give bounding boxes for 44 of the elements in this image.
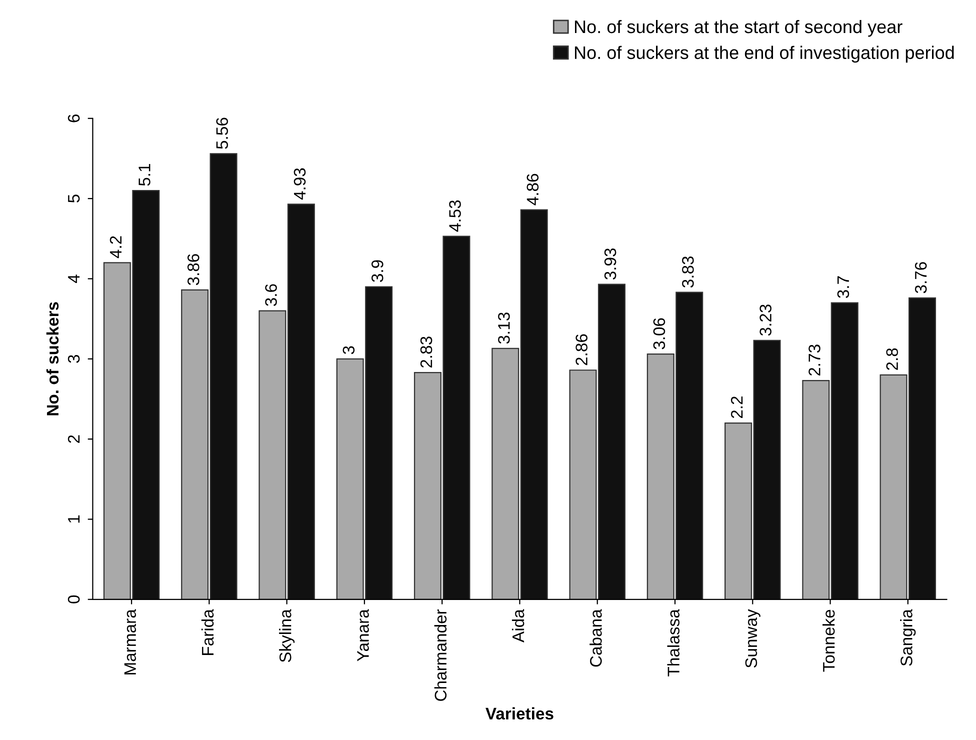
x-tick-label: Cabana <box>590 609 602 667</box>
data-label: 5.56 <box>216 118 228 149</box>
x-tick-label: Thalassa <box>667 609 680 676</box>
data-label: 3 <box>342 346 355 354</box>
data-label: 2.83 <box>420 336 432 368</box>
x-tick-label: Sunway <box>745 609 760 668</box>
data-label: 3.93 <box>604 248 616 280</box>
y-tick-label: 0 <box>68 595 80 604</box>
data-label: 4.86 <box>526 174 539 206</box>
data-label: 3.76 <box>914 262 927 294</box>
y-tick-label: 1 <box>68 515 80 523</box>
data-label: 3.6 <box>265 284 277 306</box>
data-label: 5.1 <box>138 164 150 186</box>
x-tick-label: Skylina <box>279 609 295 662</box>
data-label: 4.93 <box>294 168 306 200</box>
data-label: 3.06 <box>653 318 666 350</box>
x-tick-label: Yanara <box>357 609 369 662</box>
y-tick-label: 3 <box>68 355 80 363</box>
data-label: 3.9 <box>371 260 384 282</box>
data-label: 2.2 <box>730 396 743 418</box>
legend-label: No. of suckers at the start of second year <box>574 20 902 37</box>
data-label: 2.8 <box>886 348 898 370</box>
data-label: 3.13 <box>498 312 510 344</box>
x-tick-label: Tonneke <box>822 610 835 672</box>
data-label: 4.53 <box>449 200 461 232</box>
x-axis-title: Varieties <box>486 707 554 720</box>
y-tick-label: 4 <box>68 274 80 283</box>
data-label: 3.23 <box>760 304 772 336</box>
y-tick-label: 5 <box>68 194 80 203</box>
x-tick-label: Farida <box>201 609 214 655</box>
x-tick-label: Charmander <box>434 609 447 701</box>
data-label: 3.86 <box>187 254 200 286</box>
x-tick-label: Marmara <box>124 609 136 674</box>
data-label: 4.2 <box>110 236 122 258</box>
y-tick-label: 2 <box>68 435 80 443</box>
data-label: 3.7 <box>837 276 850 298</box>
y-tick-label: 6 <box>68 114 80 122</box>
data-label: 2.86 <box>576 334 588 366</box>
data-label: 3.83 <box>682 256 694 288</box>
y-axis-title: No. of suckers <box>46 302 59 416</box>
x-tick-label: Sangria <box>900 609 916 666</box>
data-label: 2.73 <box>808 344 820 376</box>
x-tick-label: Aida <box>512 609 524 642</box>
legend-label: No. of suckers at the end of investigation period <box>574 46 954 63</box>
